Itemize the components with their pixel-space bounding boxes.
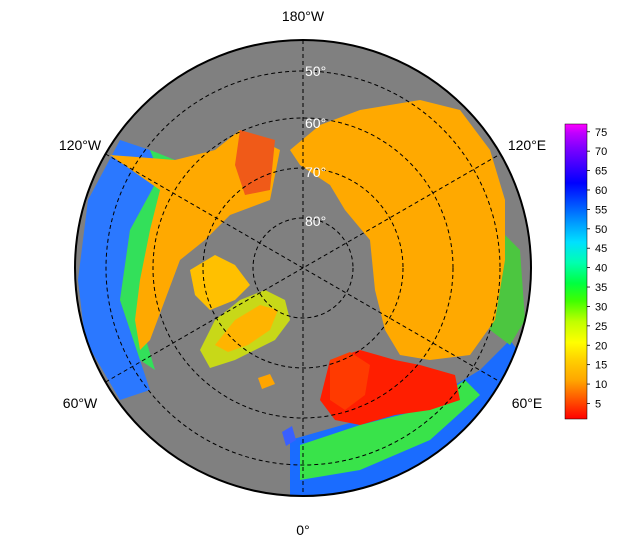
lon-label-60w: 60°W xyxy=(63,395,98,411)
colorbar-tick-label: 20 xyxy=(595,340,607,352)
region-britain xyxy=(282,426,296,446)
lon-label-0: 0° xyxy=(296,522,309,538)
colorbar-tick-label: 30 xyxy=(595,301,607,313)
region-canada xyxy=(110,130,280,350)
lon-label-60e: 60°E xyxy=(512,395,543,411)
map-border xyxy=(74,39,532,497)
colorbar-ticks: 75 70 65 60 55 50 45 40 35 30 25 20 15 10 5 xyxy=(587,127,607,410)
land-data-layer xyxy=(78,100,525,496)
colorbar-tick-label: 70 xyxy=(595,146,607,158)
lon-label-180w: 180°W xyxy=(282,8,325,24)
lat-label-70: 70° xyxy=(305,164,326,180)
graticule xyxy=(105,40,501,496)
colorbar-tick-label: 35 xyxy=(595,282,607,294)
latitude-labels: 50° 60° 70° 80° xyxy=(305,63,326,229)
colorbar-tick-label: 10 xyxy=(595,379,607,391)
region-greenland-orange xyxy=(215,305,278,352)
lat-label-50: 50° xyxy=(305,63,326,79)
region-rim-north-america xyxy=(78,140,160,400)
lat-label-80: 80° xyxy=(305,213,326,229)
colorbar-tick-label: 75 xyxy=(595,127,607,139)
colorbar-tick-label: 55 xyxy=(595,204,607,216)
region-archipelago xyxy=(190,255,250,310)
lon-label-120w: 120°W xyxy=(59,137,102,153)
colorbar-tick-label: 60 xyxy=(595,185,607,197)
region-scandinavia xyxy=(330,352,370,410)
colorbar-ramp xyxy=(564,123,588,420)
colorbar-tick-label: 45 xyxy=(595,243,607,255)
region-siberia xyxy=(290,100,505,360)
colorbar-tick-label: 15 xyxy=(595,360,607,372)
lat-label-60: 60° xyxy=(305,115,326,131)
region-iceland xyxy=(258,374,275,389)
colorbar: 75 70 65 60 55 50 45 40 35 30 25 20 15 10 5 xyxy=(564,123,607,420)
colorbar-tick-label: 65 xyxy=(595,166,607,178)
lon-label-120e: 120°E xyxy=(508,137,546,153)
colorbar-tick-label: 50 xyxy=(595,224,607,236)
longitude-labels: 180°W 120°W 60°W 0° 60°E 120°E xyxy=(59,8,546,538)
colorbar-tick-label: 5 xyxy=(595,398,601,410)
colorbar-tick-label: 40 xyxy=(595,263,607,275)
region-alaska-red xyxy=(235,130,275,195)
colorbar-tick-label: 25 xyxy=(595,321,607,333)
